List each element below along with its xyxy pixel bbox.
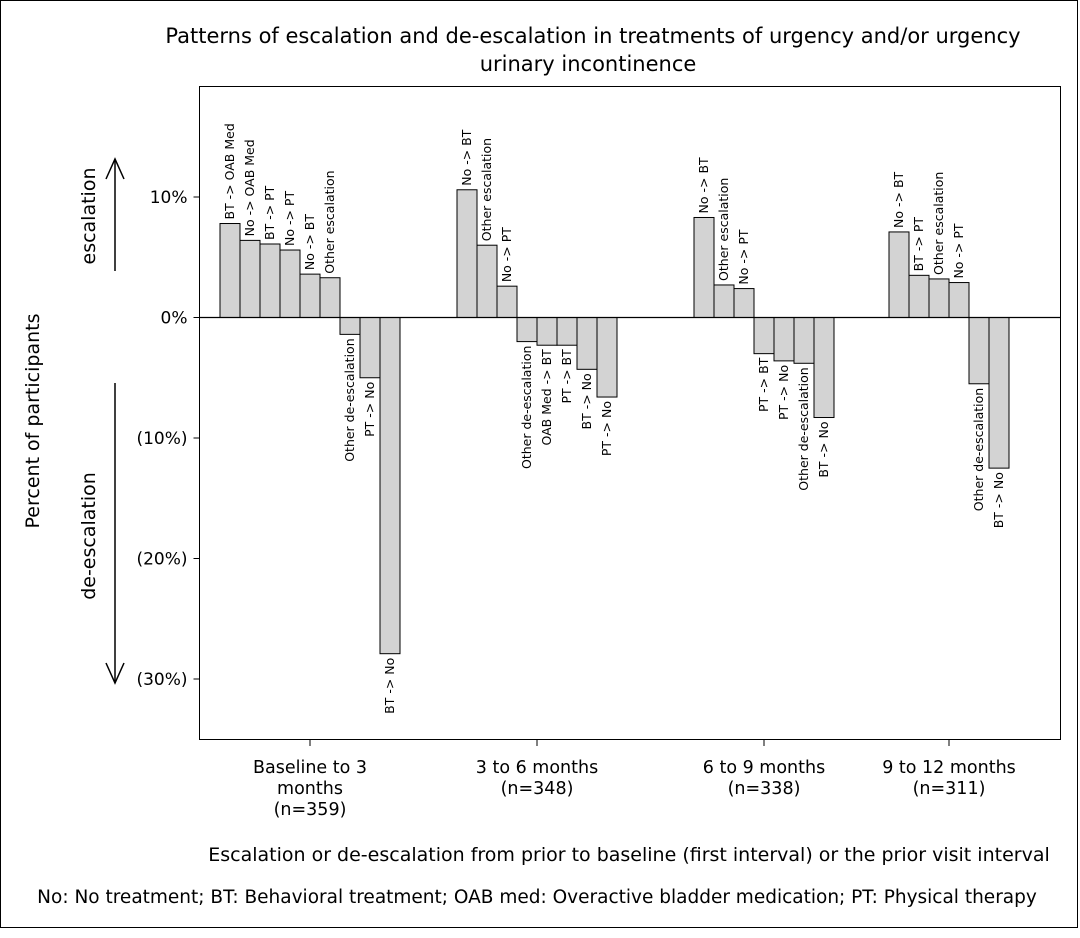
bar-label: No -> OAB Med: [242, 139, 257, 236]
bar: [536, 317, 558, 346]
bar-label: Other escalation: [931, 172, 946, 275]
bar-label: BT -> PT: [262, 185, 277, 240]
y-axis-title: Percent of participants: [22, 314, 44, 529]
bar: [219, 223, 241, 318]
y-tick-label: 10%: [150, 188, 188, 208]
y-axis: 10% 0% (10%) (20%) (30%): [136, 188, 200, 690]
bar: [299, 273, 321, 318]
bar-label: No -> PT: [499, 227, 514, 282]
x-group-label: 9 to 12 months: [882, 758, 1016, 778]
bar-labels: BT -> OAB Med No -> OAB Med BT -> PT No -> …: [222, 123, 1006, 714]
bar-label: Other de-escalation: [971, 388, 986, 511]
x-group-label: months: [277, 779, 343, 799]
bar-label: BT -> No: [579, 373, 594, 429]
chart-title-line-1: Patterns of escalation and de-escalation…: [165, 24, 1020, 48]
bar-label: No -> PT: [951, 223, 966, 278]
bar-label: BT -> No: [816, 422, 831, 478]
de-escalation-indicator: de-escalation: [78, 383, 125, 685]
bar: [908, 274, 930, 319]
bar: [693, 216, 715, 318]
y-tick-label: (30%): [136, 670, 187, 690]
y-tick-label: (10%): [136, 429, 187, 449]
bar: [888, 231, 910, 319]
bar: [319, 277, 341, 318]
x-group-label: (n=359): [274, 800, 347, 820]
bar: [339, 317, 361, 335]
de-escalation-arrow-head: [105, 662, 125, 685]
bar: [793, 317, 815, 364]
bar: [968, 317, 990, 385]
bar-label: PT -> BT: [559, 349, 574, 404]
bar-label: No -> BT: [459, 129, 474, 186]
bar: [556, 317, 578, 346]
de-escalation-label: de-escalation: [78, 472, 100, 600]
x-group-label: 6 to 9 months: [703, 758, 825, 778]
bar: [988, 317, 1010, 469]
bar: [948, 282, 970, 318]
bar-label: PT -> No: [599, 401, 614, 456]
plot-area: [199, 86, 1061, 740]
escalation-indicator: escalation: [78, 157, 125, 271]
bar-label: No -> PT: [282, 191, 297, 246]
bar: [596, 317, 618, 398]
bar-label: Other escalation: [479, 138, 494, 241]
bar: [753, 317, 775, 355]
bar-label: Other de-escalation: [796, 367, 811, 490]
x-group-label: (n=338): [728, 779, 801, 799]
x-group-label: Baseline to 3: [253, 758, 367, 778]
bar-label: Other de-escalation: [342, 338, 357, 461]
bar-label: Other de-escalation: [519, 346, 534, 469]
bar: [476, 244, 498, 318]
bar-label: Other escalation: [716, 178, 731, 281]
bar-label: BT -> No: [991, 472, 1006, 528]
x-group-label: (n=348): [501, 779, 574, 799]
bar: [359, 317, 381, 379]
y-tick-label: (20%): [136, 550, 187, 570]
bar-label: PT -> No: [362, 382, 377, 437]
bar-label: BT -> No: [382, 658, 397, 714]
y-tick-label: 0%: [161, 309, 188, 329]
bar-label: No -> BT: [891, 171, 906, 228]
escalation-arrow-head: [105, 157, 125, 180]
bar: [456, 189, 478, 319]
bar: [713, 284, 735, 318]
bar: [259, 243, 281, 318]
footnote: No: No treatment; BT: Behavioral treatme…: [37, 887, 1037, 908]
bar-label: BT -> OAB Med: [222, 123, 237, 219]
chart-title-line-2: urinary incontinence: [480, 52, 697, 76]
bar-label: OAB Med -> BT: [539, 349, 554, 446]
x-group-label: 3 to 6 months: [476, 758, 598, 778]
bar: [576, 317, 598, 370]
bar: [813, 317, 835, 419]
bar: [379, 317, 401, 655]
x-group-label: (n=311): [913, 779, 986, 799]
bar-label: No -> PT: [736, 229, 751, 284]
bar: [516, 317, 538, 343]
bar: [279, 249, 301, 319]
bar: [773, 317, 795, 362]
bar-label: BT -> PT: [911, 217, 926, 272]
bar-label: No -> BT: [302, 214, 317, 271]
escalation-label: escalation: [78, 168, 100, 265]
bar: [733, 288, 755, 318]
bar: [239, 239, 261, 319]
bar-label: Other escalation: [322, 170, 337, 273]
bar-label: PT -> BT: [756, 357, 771, 412]
bar: [928, 278, 950, 319]
bar-label: No -> BT: [696, 157, 711, 214]
bar-series: [219, 189, 1010, 655]
bar-label: PT -> No: [776, 365, 791, 420]
x-axis-title: Escalation or de-escalation from prior t…: [208, 844, 1050, 866]
bar: [496, 285, 518, 319]
